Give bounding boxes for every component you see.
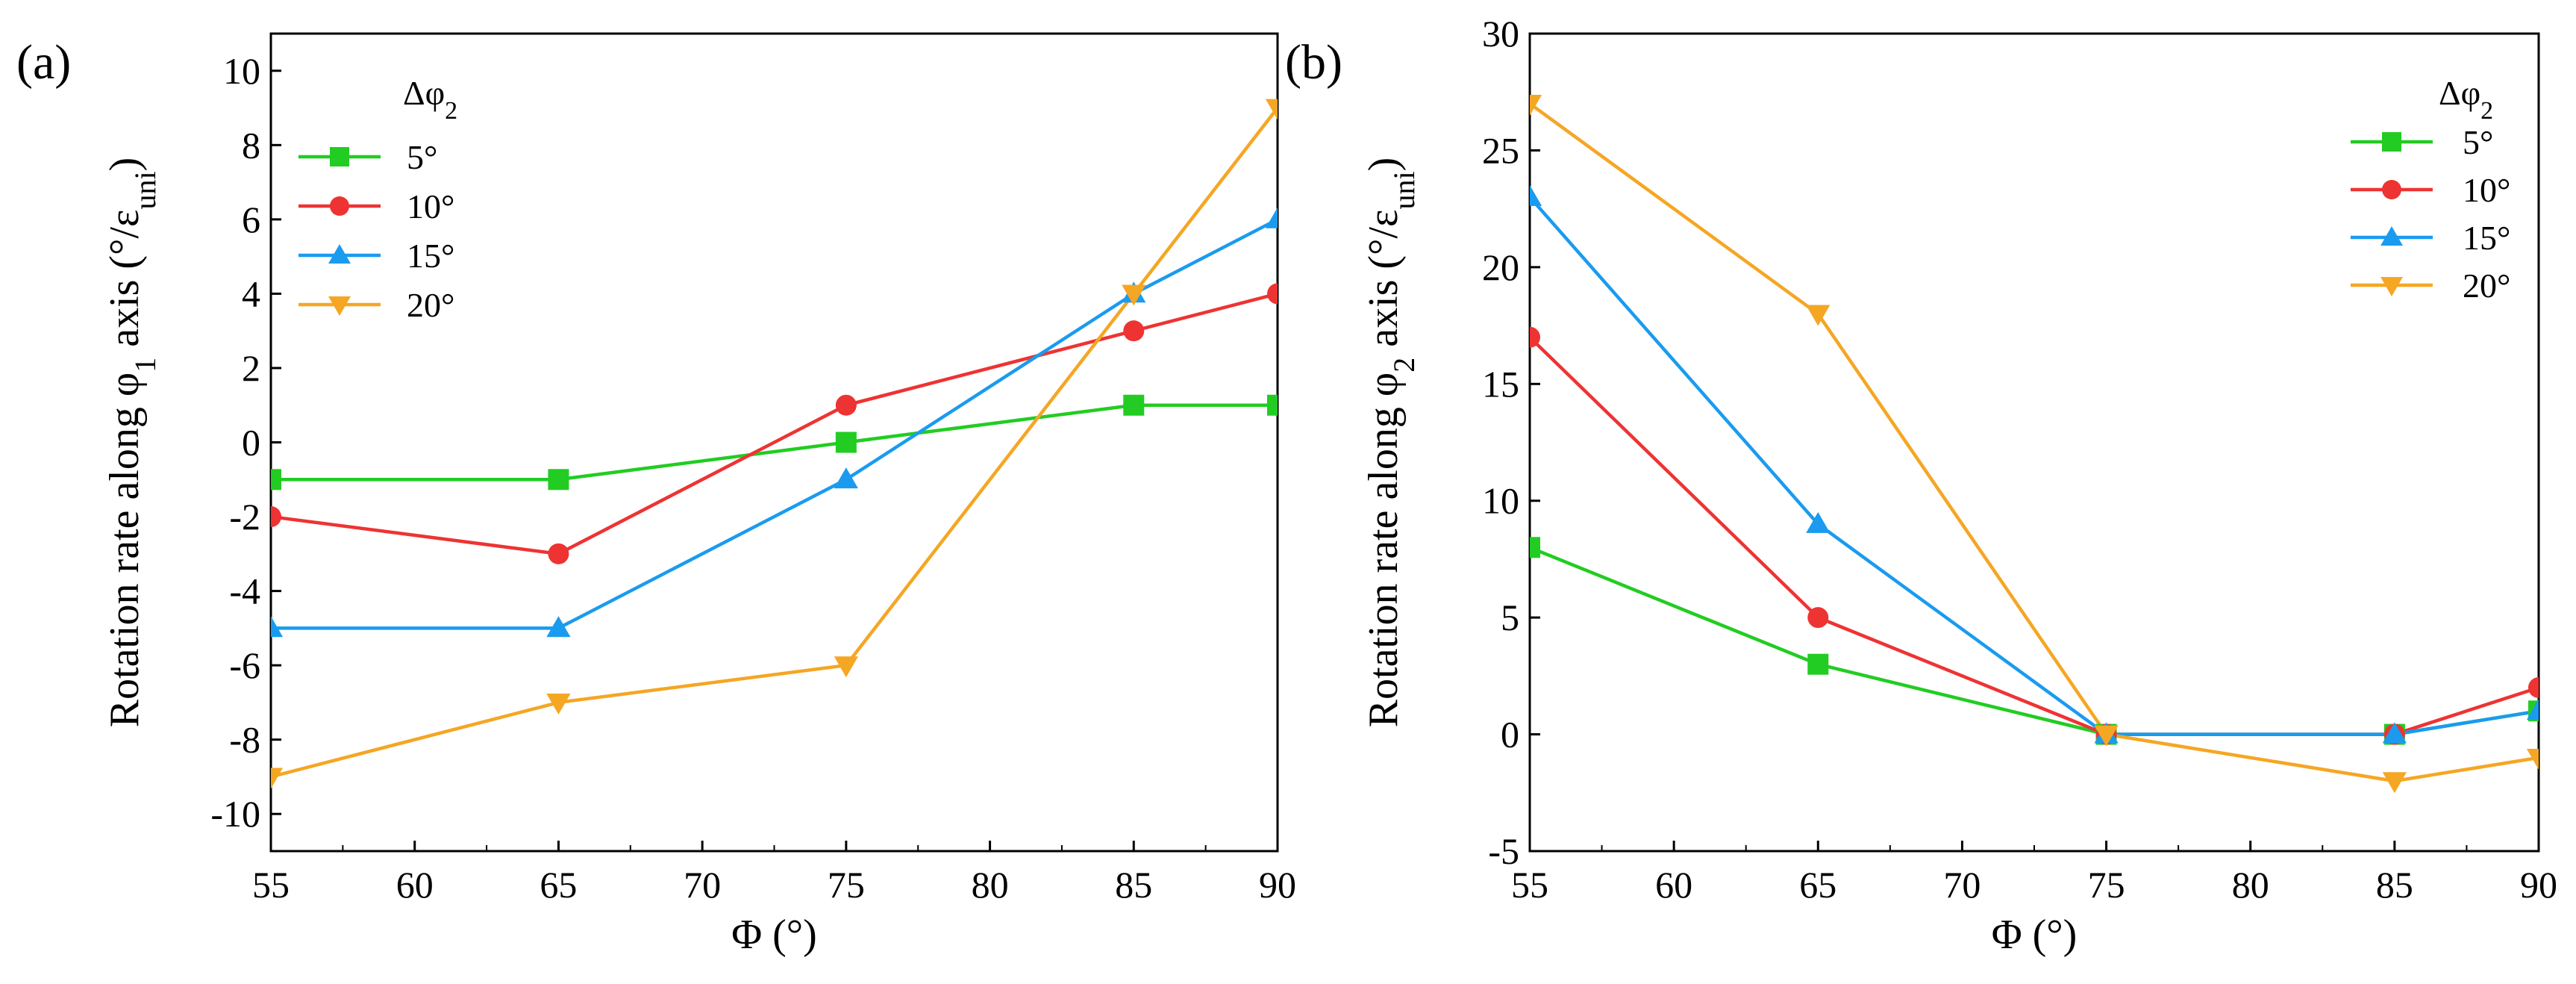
data-point-series-3 — [1265, 99, 1278, 120]
x-tick-label: 85 — [1115, 864, 1152, 906]
data-point-series-3 — [1806, 305, 1831, 326]
y-tick-label: 20 — [1482, 246, 1519, 288]
data-point-series-1 — [271, 506, 281, 528]
legend-swatch-marker — [328, 296, 351, 316]
legend-entry-label: 10° — [407, 187, 454, 225]
data-point-series-2 — [2526, 699, 2539, 720]
y-tick-label: -6 — [229, 644, 260, 686]
data-point-series-3 — [546, 694, 571, 715]
y-tick-label: 6 — [242, 199, 260, 240]
legend-entry-label: 5° — [2463, 123, 2493, 161]
x-tick-label: 70 — [1943, 864, 1981, 906]
legend-entry-label: 15° — [407, 237, 454, 275]
y-tick-label: 30 — [1482, 13, 1519, 55]
x-tick-label: 65 — [540, 864, 577, 906]
y-tick-label: 10 — [223, 50, 260, 92]
y-tick-label: 15 — [1482, 363, 1519, 405]
data-point-series-1 — [1807, 607, 1829, 629]
legend-swatch-marker — [2382, 132, 2401, 152]
legend-swatch-marker — [2382, 180, 2401, 199]
legend-entry-label: 15° — [2463, 219, 2510, 257]
y-tick-label: 25 — [1482, 129, 1519, 171]
legend-entry-label: 10° — [2463, 171, 2510, 209]
x-tick-label: 55 — [1511, 864, 1548, 906]
legend-swatch-marker — [328, 244, 351, 264]
y-tick-label: 2 — [242, 347, 260, 389]
data-point-series-1 — [1530, 326, 1540, 348]
legend-entry-label: 5° — [407, 138, 437, 176]
x-tick-label: 65 — [1799, 864, 1836, 906]
series-line-2 — [271, 217, 1278, 630]
y-tick-label: 8 — [242, 124, 260, 166]
x-tick-label: 90 — [1259, 864, 1296, 906]
x-tick-label: 75 — [2088, 864, 2125, 906]
data-point-series-3 — [834, 656, 858, 678]
data-point-series-2 — [546, 616, 571, 638]
data-point-series-2 — [1530, 184, 1542, 206]
x-tick-label: 80 — [972, 864, 1009, 906]
data-point-series-0 — [1530, 537, 1540, 558]
series-line-1 — [1530, 336, 2539, 736]
y-tick-label: 0 — [242, 422, 260, 464]
data-point-series-1 — [1123, 320, 1145, 342]
legend-swatch-marker — [330, 196, 349, 216]
legend-title: Δφ2 — [403, 74, 457, 125]
legend-title: Δφ2 — [2439, 74, 2493, 125]
data-point-series-1 — [835, 394, 857, 416]
chart-panel-a: 55 60 65 70 75 80 85 90 -10 -8 -6 -4 -2 0 2 4 6 8 10 Φ (°) R… — [16, 32, 1296, 958]
legend-entry-label: 20° — [407, 286, 454, 324]
x-tick-label: 75 — [828, 864, 865, 906]
x-axis-title: Φ (°) — [1992, 912, 2078, 958]
data-point-series-0 — [1267, 394, 1278, 416]
data-point-series-0 — [1123, 394, 1145, 416]
x-tick-label: 60 — [1655, 864, 1692, 906]
y-tick-label: -2 — [229, 496, 260, 538]
data-point-series-3 — [2526, 748, 2539, 770]
x-tick-label: 90 — [2520, 864, 2557, 906]
data-point-series-3 — [1122, 284, 1146, 306]
series-line-3 — [1530, 102, 2539, 783]
y-axis-title: Rotation rate along φ2 axis (°/εuni) — [1360, 158, 1421, 728]
data-point-series-1 — [1267, 283, 1278, 305]
data-point-series-2 — [271, 616, 284, 638]
y-tick-label: 4 — [242, 273, 260, 314]
data-point-series-3 — [2094, 725, 2119, 747]
panel-label: (a) — [16, 35, 71, 90]
y-tick-label: 10 — [1482, 480, 1519, 522]
legend-swatch-marker — [330, 147, 349, 166]
data-point-series-0 — [548, 469, 569, 491]
data-point-series-3 — [2382, 772, 2407, 794]
x-tick-label: 60 — [396, 864, 434, 906]
legend-swatch-marker — [2380, 226, 2403, 246]
data-point-series-2 — [1265, 207, 1278, 228]
y-tick-label: 0 — [1501, 714, 1519, 756]
data-point-series-2 — [2382, 722, 2407, 744]
data-point-series-2 — [834, 467, 858, 489]
y-tick-label: 5 — [1501, 597, 1519, 638]
chart-panel-b: 55 60 65 70 75 80 85 90 -5 0 5 10 15 20 25 30 Φ (°) Rotat… — [1285, 13, 2557, 958]
legend-entry-label: 20° — [2463, 267, 2510, 305]
y-tick-label: -8 — [229, 719, 260, 761]
data-point-series-3 — [1530, 94, 1542, 116]
data-point-series-2 — [1806, 511, 1831, 533]
data-point-series-0 — [1807, 653, 1829, 675]
data-point-series-1 — [548, 543, 569, 564]
legend-swatch-marker — [2380, 276, 2403, 296]
data-point-series-0 — [271, 469, 281, 491]
y-tick-label: -10 — [210, 793, 260, 835]
data-point-series-3 — [271, 767, 284, 789]
y-axis-title: Rotation rate along φ1 axis (°/εuni) — [101, 158, 162, 728]
panel-label: (b) — [1285, 35, 1342, 90]
data-point-series-0 — [835, 432, 857, 453]
x-tick-label: 55 — [252, 864, 290, 906]
data-point-series-1 — [2528, 677, 2539, 698]
y-tick-label: -4 — [229, 570, 260, 612]
x-tick-label: 85 — [2376, 864, 2413, 906]
y-tick-label: -5 — [1488, 830, 1519, 872]
x-axis-title: Φ (°) — [731, 912, 817, 958]
x-tick-label: 80 — [2232, 864, 2269, 906]
x-tick-label: 70 — [684, 864, 721, 906]
